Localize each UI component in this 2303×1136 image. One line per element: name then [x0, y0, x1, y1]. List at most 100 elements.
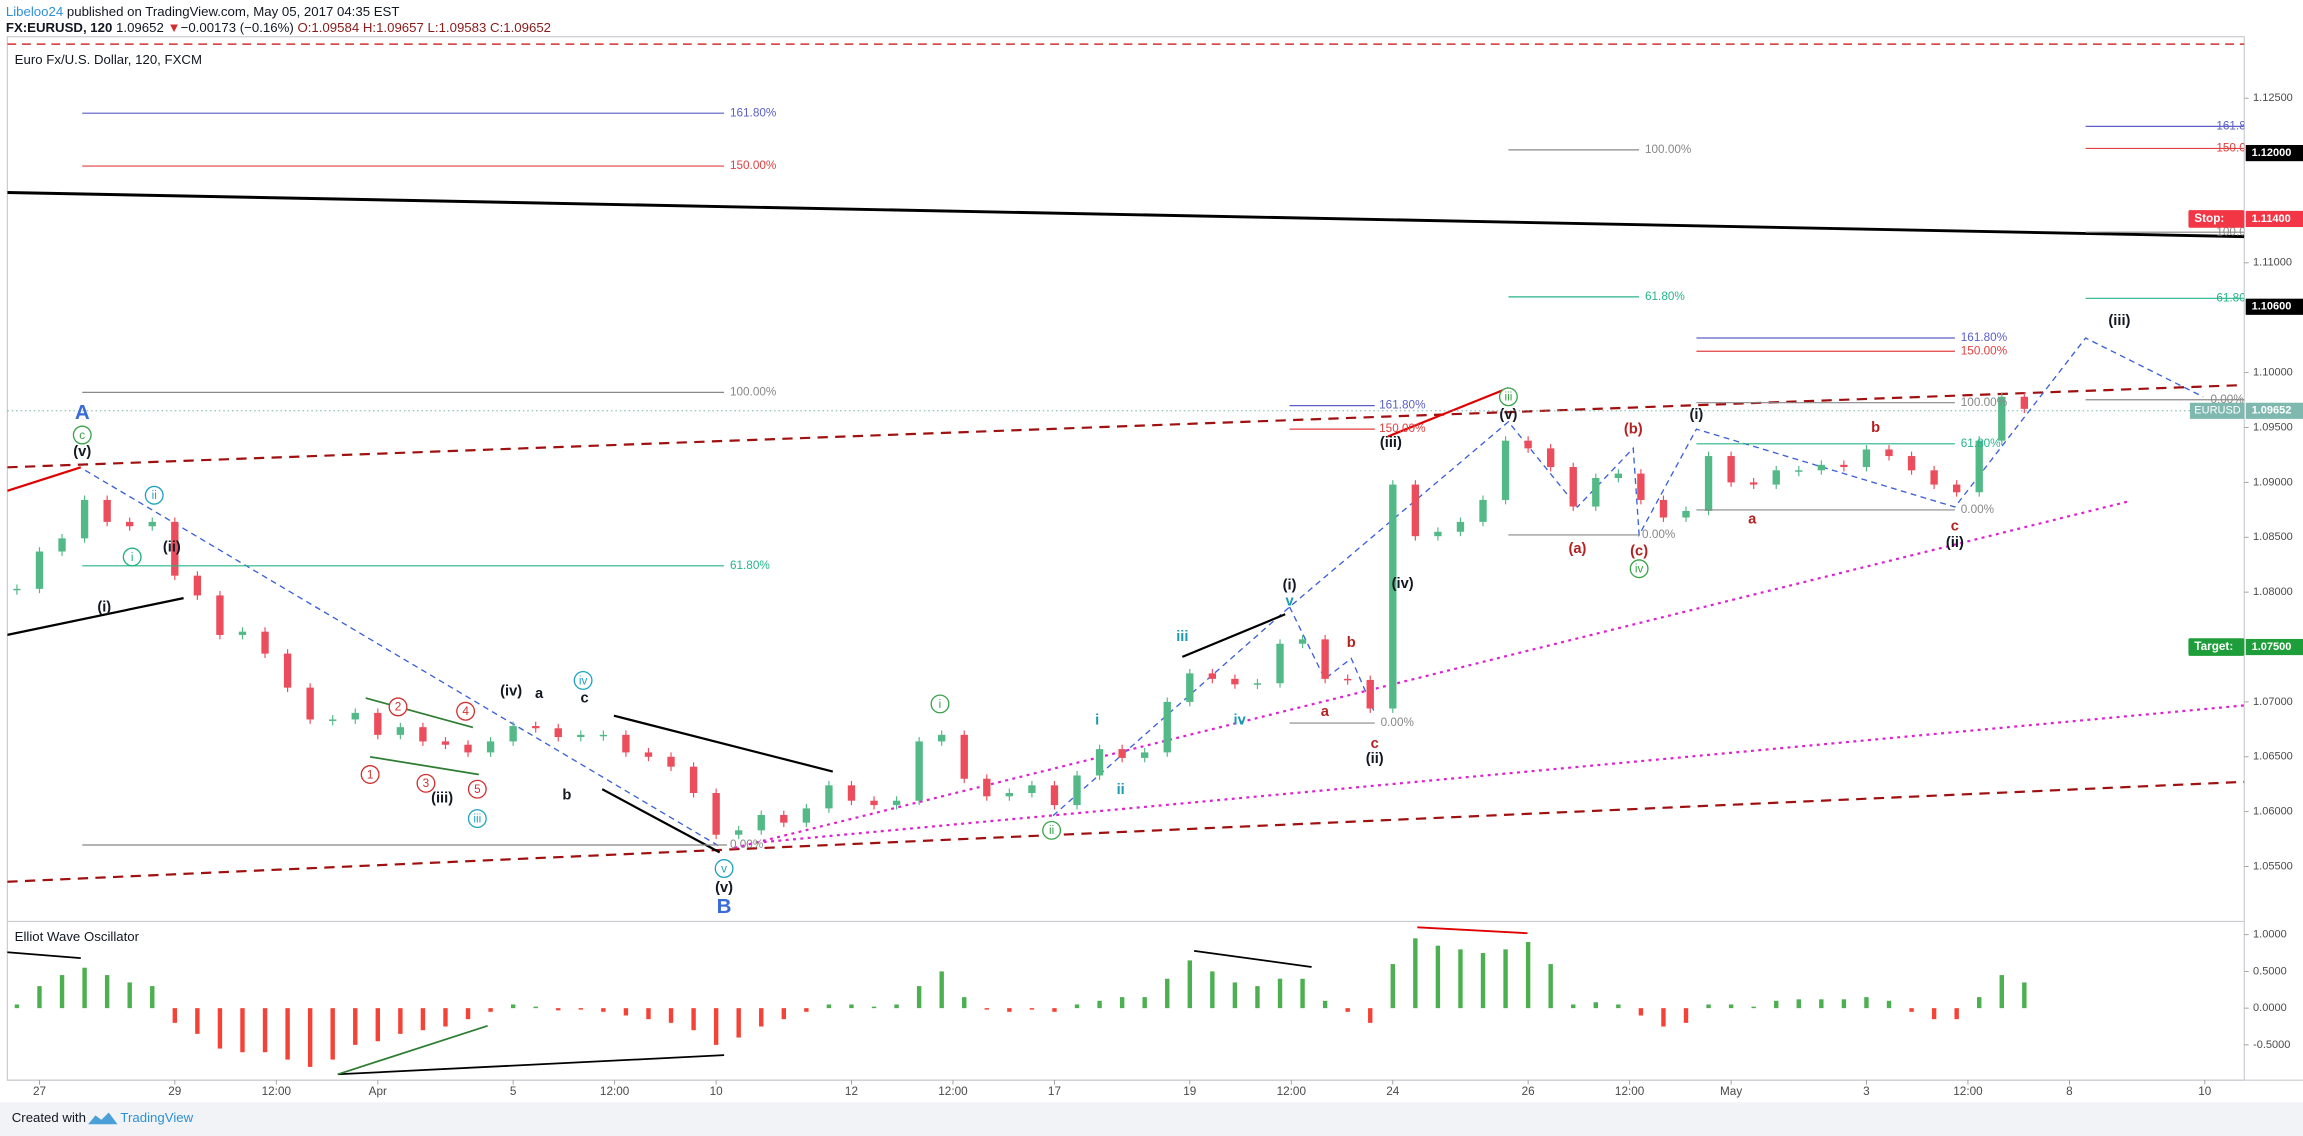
- channel-line: [7, 383, 2245, 469]
- wedge-line: [365, 697, 474, 729]
- close: C:1.09652: [490, 19, 551, 34]
- price-tag-label: 1.11400: [2252, 213, 2291, 225]
- candle: [1704, 456, 1713, 511]
- candle: [1479, 499, 1487, 522]
- candle: [351, 712, 359, 720]
- wedge-line: [613, 714, 834, 773]
- candle: [892, 800, 901, 806]
- candle: [915, 741, 923, 801]
- candle: [1840, 464, 1848, 468]
- oscillator-bar: [646, 1008, 651, 1020]
- oscillator-bar: [759, 1008, 764, 1027]
- candle: [780, 814, 788, 823]
- oscillator-bar: [1661, 1008, 1666, 1027]
- wave-label: (i): [97, 600, 111, 616]
- oscillator-bar: [1796, 999, 1801, 1009]
- price-tag: [2245, 210, 2303, 228]
- oscillator-bar: [150, 986, 155, 1009]
- oscillator-bar: [1097, 1000, 1102, 1009]
- x-tick-label: 26: [1522, 1085, 1536, 1098]
- wave-label: i: [939, 698, 942, 711]
- x-tick-label: May: [1720, 1085, 1742, 1098]
- candle: [1998, 396, 2006, 441]
- candle: [1005, 793, 1014, 797]
- candle: [870, 800, 878, 806]
- wave-label: b: [1347, 635, 1356, 651]
- divergence-line: [1387, 386, 1509, 438]
- fib-label: 150.00%: [1961, 344, 2008, 357]
- candle: [1366, 679, 1374, 709]
- footer-brand[interactable]: TradingView: [120, 1110, 193, 1125]
- wave-label: iv: [1234, 713, 1247, 729]
- candle: [148, 521, 156, 527]
- wave-label: iii: [473, 812, 481, 825]
- candle: [1682, 510, 1690, 518]
- fib-label: 0.00%: [2210, 393, 2244, 406]
- candle: [1547, 448, 1555, 468]
- fib-label: 61.80%: [730, 559, 770, 572]
- candle: [1276, 643, 1284, 684]
- oscillator-bar: [691, 1008, 696, 1031]
- y-tick-label: 1.0000: [2253, 929, 2287, 941]
- y-tick-label: 1.06500: [2253, 751, 2293, 763]
- author[interactable]: Libeloo24: [6, 3, 63, 18]
- wave-label: (ii): [163, 539, 181, 555]
- price-tag-label: 1.12000: [2252, 147, 2292, 159]
- oscillator-bar: [1187, 960, 1193, 1009]
- oscillator-bar: [871, 1006, 877, 1009]
- wedge-line: [1181, 613, 1286, 658]
- candle: [329, 719, 337, 721]
- oscillator-bar: [2022, 982, 2027, 1009]
- candle: [938, 734, 946, 742]
- candle: [532, 726, 540, 729]
- candle: [1095, 749, 1104, 776]
- wave-label: (i): [1283, 578, 1297, 594]
- footer-bar: [0, 1102, 2303, 1136]
- price-tag: [2245, 638, 2303, 656]
- candle: [396, 727, 405, 735]
- candle: [599, 734, 608, 737]
- oscillator-bar: [398, 1008, 403, 1034]
- wave-label: 5: [474, 783, 481, 796]
- oscillator-bar: [849, 1004, 854, 1009]
- oscillator-bar: [59, 975, 65, 1009]
- candle: [644, 752, 653, 757]
- candle: [1637, 473, 1645, 500]
- oscillator-bar: [1931, 1008, 1937, 1020]
- fib-label: 150.00%: [1379, 422, 1426, 435]
- oscillator-bar: [713, 1008, 719, 1045]
- wave-circle: [144, 485, 164, 505]
- oscillator-bar: [1413, 938, 1418, 1009]
- oscillator-bar: [1142, 997, 1147, 1009]
- fib-label: 0.00%: [1381, 716, 1415, 729]
- high: H:1.09657: [363, 19, 424, 34]
- x-tick-label: 24: [1386, 1085, 1400, 1098]
- wave-circle: [573, 670, 593, 690]
- candle: [1231, 678, 1239, 685]
- oscillator-bar: [330, 1008, 335, 1060]
- oscillator-bar: [1210, 971, 1215, 1009]
- wave-label: c: [1371, 736, 1379, 752]
- fib-label: 0.00%: [1961, 503, 1995, 516]
- oscillator-bar: [375, 1008, 381, 1042]
- x-tick-label: 12:00: [1615, 1085, 1645, 1098]
- footer-created: Created with: [12, 1110, 86, 1125]
- wave-label: v: [1285, 594, 1294, 610]
- oscillator-bar: [1525, 942, 1531, 1009]
- wave-circle: [1498, 387, 1518, 407]
- tag-note: [2188, 210, 2245, 228]
- oscillator-bar: [533, 1006, 538, 1009]
- price-tag-label: 1.10600: [2252, 301, 2292, 313]
- oscillator-bar: [262, 1008, 268, 1053]
- candle: [847, 785, 856, 801]
- fib-label: 150.00%: [730, 159, 777, 172]
- fib-label: 61.80%: [1645, 290, 1685, 303]
- wave-circle: [1042, 820, 1062, 840]
- fib-label: 0.00%: [1642, 528, 1676, 541]
- price-tag: [2245, 402, 2303, 419]
- candle: [1321, 639, 1329, 679]
- wave-label: 2: [395, 701, 402, 714]
- wave-label: (i): [1689, 407, 1703, 423]
- candle: [1817, 464, 1826, 471]
